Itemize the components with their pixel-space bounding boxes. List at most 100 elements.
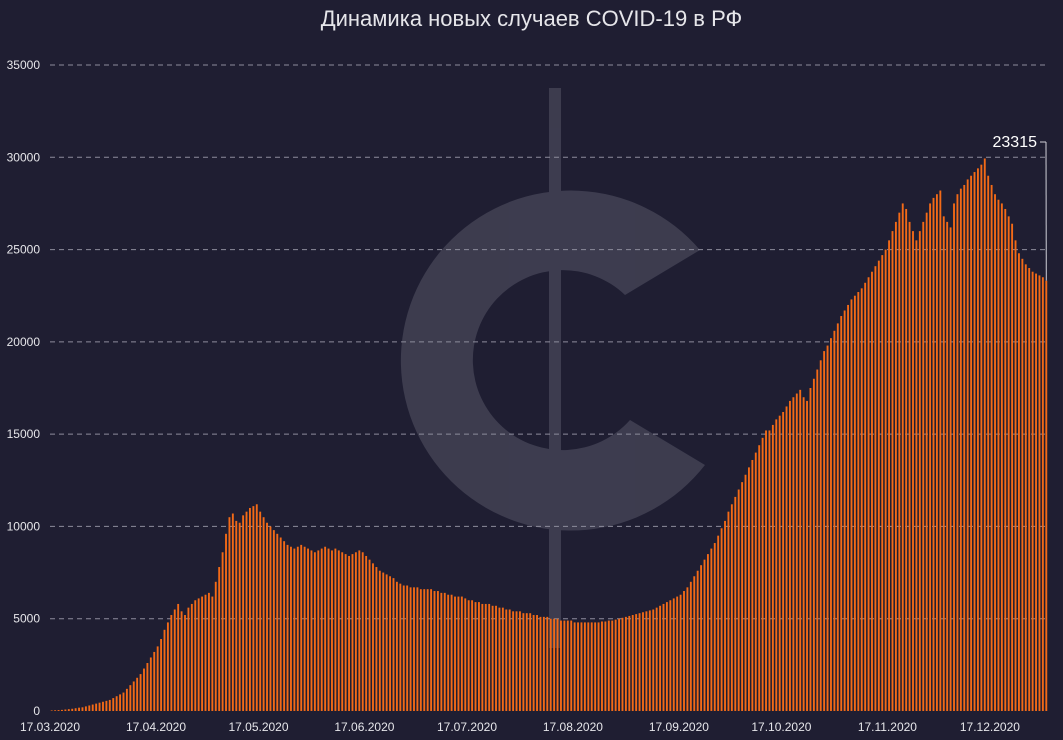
bar bbox=[262, 517, 265, 711]
bar bbox=[228, 517, 231, 711]
bar bbox=[966, 179, 969, 711]
bar bbox=[358, 550, 361, 711]
bar bbox=[204, 594, 207, 711]
bar bbox=[430, 589, 433, 711]
bar bbox=[61, 709, 63, 711]
bar bbox=[532, 615, 535, 711]
watermark-bar bbox=[549, 88, 561, 648]
bar bbox=[484, 603, 487, 711]
bar bbox=[734, 496, 737, 711]
bar bbox=[1031, 271, 1034, 711]
bar bbox=[573, 622, 576, 711]
bar bbox=[341, 552, 344, 711]
bar bbox=[864, 282, 867, 711]
bar bbox=[471, 600, 474, 711]
bar bbox=[908, 221, 911, 711]
bar bbox=[57, 710, 60, 711]
bar bbox=[95, 703, 98, 711]
bar bbox=[542, 616, 545, 711]
bar bbox=[891, 231, 894, 712]
bar bbox=[751, 459, 754, 711]
bar bbox=[990, 184, 993, 712]
bar bbox=[700, 565, 703, 711]
bar bbox=[905, 208, 908, 711]
bar bbox=[402, 585, 405, 711]
bar bbox=[112, 698, 115, 711]
bar bbox=[225, 533, 227, 711]
bar bbox=[929, 203, 932, 711]
bar bbox=[187, 607, 190, 711]
bar bbox=[662, 603, 665, 711]
bar bbox=[686, 587, 689, 711]
bar bbox=[334, 548, 337, 711]
bar bbox=[771, 424, 774, 711]
bar bbox=[238, 522, 241, 711]
bar bbox=[802, 397, 805, 711]
bar bbox=[884, 249, 887, 711]
bar bbox=[898, 212, 901, 711]
bar bbox=[871, 271, 873, 711]
bar bbox=[594, 622, 597, 711]
bar bbox=[583, 622, 586, 711]
bar bbox=[1000, 203, 1003, 711]
y-tick-label: 15000 bbox=[7, 427, 41, 441]
bar bbox=[266, 522, 268, 711]
bar bbox=[166, 622, 169, 711]
annotation-text: 23315 bbox=[993, 134, 1038, 151]
bar bbox=[741, 482, 744, 711]
bar bbox=[505, 609, 508, 711]
y-tick-label: 35000 bbox=[7, 58, 41, 72]
bar bbox=[1024, 264, 1027, 711]
bar bbox=[74, 708, 77, 711]
bar bbox=[132, 681, 135, 711]
bar bbox=[129, 685, 132, 711]
bar bbox=[501, 607, 504, 711]
bar bbox=[679, 594, 682, 711]
bar bbox=[447, 594, 450, 711]
bar bbox=[987, 175, 990, 712]
bar bbox=[313, 552, 316, 711]
bar bbox=[823, 351, 826, 711]
x-tick-label: 17.12.2020 bbox=[960, 720, 1020, 734]
bar bbox=[922, 221, 925, 711]
bar bbox=[963, 184, 966, 712]
bar bbox=[245, 511, 248, 711]
bar bbox=[78, 707, 80, 711]
bar bbox=[454, 596, 456, 711]
bar bbox=[143, 668, 145, 711]
bar bbox=[269, 526, 272, 711]
bar bbox=[792, 397, 795, 711]
bar bbox=[293, 548, 296, 711]
bar bbox=[935, 194, 938, 711]
bar bbox=[64, 709, 67, 711]
bar bbox=[508, 609, 511, 711]
bar bbox=[553, 618, 556, 711]
bar bbox=[659, 605, 662, 711]
bar bbox=[392, 578, 395, 711]
bar bbox=[331, 550, 333, 711]
x-tick-label: 17.10.2020 bbox=[751, 720, 811, 734]
bar bbox=[942, 216, 945, 711]
bar bbox=[806, 400, 808, 711]
bar bbox=[450, 594, 453, 711]
bar bbox=[136, 677, 139, 711]
bar bbox=[423, 589, 426, 711]
bar bbox=[590, 622, 593, 711]
bar bbox=[365, 555, 368, 711]
bar bbox=[290, 546, 292, 711]
bar bbox=[809, 388, 812, 711]
bar bbox=[522, 613, 525, 711]
y-tick-label: 5000 bbox=[13, 612, 40, 626]
bar bbox=[744, 474, 747, 711]
bar bbox=[498, 607, 501, 711]
chart-title: Динамика новых случаев COVID-19 в РФ bbox=[320, 6, 743, 31]
bar bbox=[300, 544, 303, 711]
y-tick-label: 10000 bbox=[7, 519, 41, 533]
bar bbox=[980, 164, 983, 712]
bar bbox=[279, 537, 282, 711]
x-axis: 17.03.2020 17.04.2020 17.05.2020 17.06.2020… bbox=[20, 720, 1020, 734]
bar bbox=[173, 609, 176, 711]
bar bbox=[488, 603, 491, 711]
bar bbox=[959, 188, 962, 711]
